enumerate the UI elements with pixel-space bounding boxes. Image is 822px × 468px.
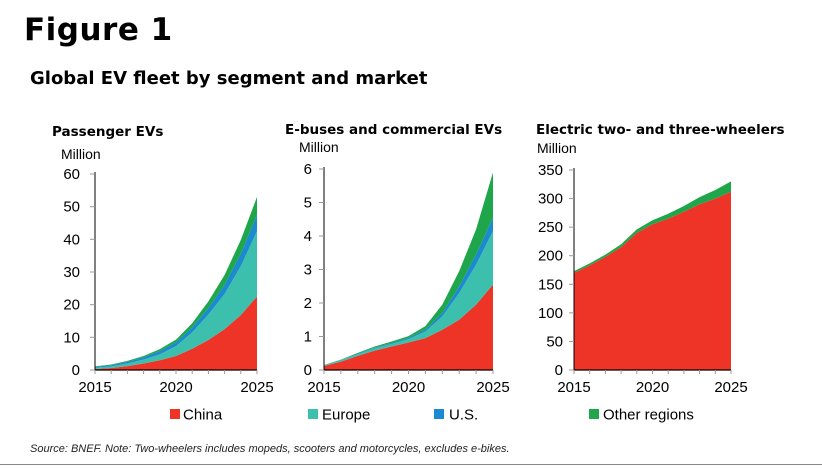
area-series-other-regions: [574, 181, 731, 273]
chart-panel-3: Electric two- and three-wheelers Million 0…: [536, 122, 785, 396]
area-series-china: [324, 284, 493, 370]
x-tick-label: 2015: [557, 379, 590, 396]
x-tick-label: 2020: [392, 379, 425, 396]
y-unit-label: Million: [61, 146, 101, 162]
y-tick-label: 60: [63, 166, 80, 183]
legend-label-europe: Europe: [322, 407, 370, 424]
legend-label-china: China: [183, 407, 223, 424]
panel-title: Electric two- and three-wheelers: [536, 122, 785, 138]
legend-label-u-s: U.S.: [449, 407, 478, 424]
y-tick-label: 50: [63, 199, 80, 216]
chart-panel-1: Passenger EVs Million 0 10 20 30 40 50 60 2015 202…: [52, 124, 274, 396]
y-tick-label: 300: [538, 191, 563, 208]
panel-title: E-buses and commercial EVs: [285, 122, 502, 138]
legend-label-other-regions: Other regions: [603, 407, 694, 424]
legend-swatch-europe: [308, 409, 318, 419]
y-tick-label: 10: [63, 329, 80, 346]
x-tick-label: 2015: [78, 379, 111, 396]
area-series-europe: [95, 231, 257, 370]
figure-label: Figure 1: [24, 12, 173, 48]
y-tick-label: 5: [304, 195, 312, 212]
y-tick-label: 100: [538, 305, 563, 322]
y-unit-label: Million: [537, 140, 577, 156]
x-tick-label: 2020: [159, 379, 192, 396]
y-tick-label: 40: [63, 231, 80, 248]
y-tick-label: 20: [63, 297, 80, 314]
y-tick-label: 0: [555, 362, 563, 379]
area-series-china: [95, 296, 257, 370]
area-series-u-s: [95, 214, 257, 368]
y-tick-label: 150: [538, 276, 563, 293]
chart-main-title: Global EV fleet by segment and market: [30, 68, 428, 89]
area-series-china: [574, 191, 731, 370]
area-series-u-s: [324, 217, 493, 366]
x-tick-label: 2020: [636, 379, 669, 396]
y-tick-label: 30: [63, 264, 80, 281]
bottom-divider: [0, 464, 822, 465]
panel-title: Passenger EVs: [52, 124, 163, 140]
area-series-other-regions: [95, 196, 257, 367]
y-tick-label: 1: [304, 329, 312, 346]
legend-swatch-other-regions: [589, 409, 599, 419]
y-tick-label: 250: [538, 219, 563, 236]
y-tick-label: 200: [538, 248, 563, 265]
legend-swatch-u-s: [434, 409, 444, 419]
x-tick-label: 2025: [476, 379, 509, 396]
y-tick-label: 50: [546, 333, 563, 350]
x-tick-label: 2025: [240, 379, 273, 396]
x-tick-label: 2015: [307, 379, 340, 396]
source-note: Source: BNEF. Note: Two-wheelers include…: [30, 443, 510, 455]
x-tick-label: 2025: [714, 379, 747, 396]
y-tick-label: 350: [538, 162, 563, 179]
legend-swatch-china: [170, 409, 180, 419]
y-unit-label: Million: [299, 139, 339, 155]
y-tick-label: 3: [304, 262, 312, 279]
y-tick-label: 2: [304, 295, 312, 312]
y-tick-label: 4: [304, 228, 312, 245]
y-tick-label: 6: [304, 161, 312, 178]
legend: China Europe U.S. Other regions: [170, 407, 694, 424]
area-series-europe: [324, 230, 493, 366]
y-tick-label: 0: [72, 362, 80, 379]
y-tick-label: 0: [304, 362, 312, 379]
